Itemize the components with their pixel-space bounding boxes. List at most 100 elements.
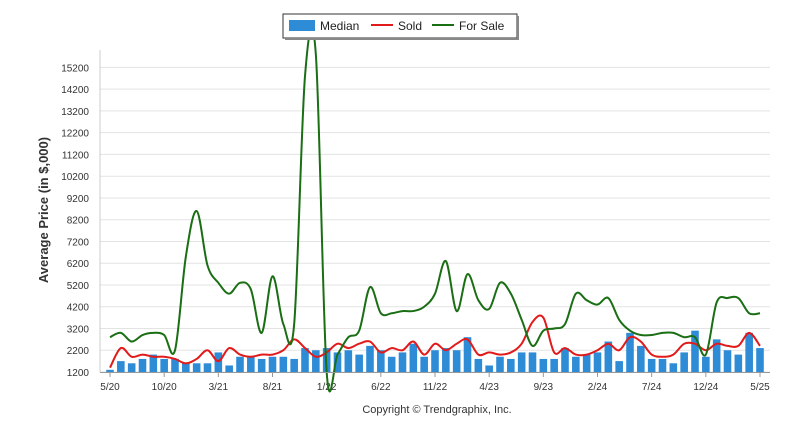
- y-tick-label: 9200: [67, 194, 90, 205]
- median-bar: [604, 341, 613, 372]
- y-tick-label: 8200: [67, 216, 90, 227]
- median-bar: [593, 352, 602, 372]
- median-bar: [182, 363, 190, 372]
- y-tick-label: 1200: [67, 368, 90, 379]
- median-bar: [344, 350, 353, 372]
- median-bar: [680, 352, 688, 372]
- median-bar: [333, 352, 342, 372]
- x-tick-label: 9/23: [534, 382, 554, 393]
- gridlines: [100, 66, 770, 373]
- x-tick-label: 2/24: [588, 382, 608, 393]
- y-tick-label: 6200: [67, 259, 90, 270]
- median-bar: [517, 352, 526, 372]
- median-bar: [171, 358, 179, 372]
- median-bar: [756, 348, 764, 372]
- median-bar: [149, 354, 158, 372]
- median-bar: [582, 354, 591, 372]
- median-bar: [452, 350, 461, 372]
- median-bar: [691, 330, 699, 372]
- median-bar: [279, 356, 288, 372]
- median-bar: [723, 350, 732, 372]
- median-bar: [712, 339, 721, 372]
- sold-series-line: [109, 314, 761, 369]
- median-bar: [117, 361, 125, 372]
- y-tick-label: 12200: [61, 129, 89, 140]
- copyright-text: Copyright © Trendgraphix, Inc.: [362, 404, 511, 416]
- y-tick-label: 5200: [67, 281, 90, 292]
- x-tick-label: 8/21: [263, 382, 283, 393]
- legend-sold-label: Sold: [398, 19, 422, 33]
- median-bar: [431, 350, 439, 372]
- x-tick-label: 3/21: [209, 382, 229, 393]
- median-bar: [138, 358, 147, 372]
- median-bar: [658, 358, 667, 372]
- median-bar: [409, 343, 418, 372]
- x-tick-label: 11/22: [423, 382, 448, 393]
- median-bar: [225, 365, 233, 372]
- median-bar: [474, 358, 483, 372]
- median-bar: [539, 358, 548, 372]
- median-bar: [366, 345, 374, 372]
- median-bar: [647, 358, 656, 372]
- median-bar: [702, 356, 710, 372]
- median-bars: [106, 330, 764, 372]
- y-axis-ticks: 1200 2200 3200 4200 5200 6200 7200 8200 9200 1020…: [61, 63, 89, 379]
- median-bar: [420, 356, 428, 372]
- y-tick-label: 15200: [61, 63, 89, 74]
- y-tick-label: 13200: [61, 107, 89, 118]
- median-bar: [257, 358, 266, 372]
- x-tick-label: 1/22: [317, 382, 337, 393]
- for-sale-series-line: [109, 26, 761, 393]
- median-bar: [127, 363, 136, 372]
- y-tick-label: 2200: [67, 346, 90, 357]
- x-tick-label: 7/24: [642, 382, 662, 393]
- x-tick-label: 5/25: [750, 382, 770, 393]
- x-axis-ticks: 5/20 10/20 3/21 8/21 1/22 6/22 11/22 4/23 9/23 2/…: [100, 372, 770, 393]
- median-bar: [669, 363, 678, 372]
- median-bar: [626, 332, 634, 372]
- median-bar: [507, 358, 515, 372]
- x-tick-label: 12/24: [693, 382, 718, 393]
- median-bar: [734, 354, 743, 372]
- median-bar: [615, 361, 623, 372]
- legend-median-swatch: [289, 20, 315, 31]
- median-bar: [290, 358, 298, 372]
- y-axis-title: Average Price (in $,000): [36, 137, 51, 283]
- legend-median-label: Median: [320, 19, 359, 33]
- median-bar: [637, 345, 645, 372]
- x-tick-label: 6/22: [371, 382, 391, 393]
- y-tick-label: 14200: [61, 85, 89, 96]
- median-bar: [550, 358, 558, 372]
- median-bar: [442, 348, 450, 372]
- median-bar: [214, 352, 223, 372]
- median-bar: [496, 356, 504, 372]
- median-bar: [106, 369, 114, 372]
- y-tick-label: 3200: [67, 324, 90, 335]
- median-bar: [247, 356, 255, 372]
- median-bar: [192, 363, 201, 372]
- median-bar: [463, 337, 472, 372]
- median-bar: [387, 356, 396, 372]
- median-bar: [236, 356, 244, 372]
- median-bar: [355, 354, 363, 372]
- x-tick-label: 10/20: [152, 382, 177, 393]
- x-tick-label: 4/23: [479, 382, 499, 393]
- median-bar: [572, 356, 580, 372]
- y-tick-label: 4200: [67, 303, 90, 314]
- median-bar: [745, 332, 753, 372]
- x-tick-label: 5/20: [100, 382, 120, 393]
- median-bar: [377, 350, 385, 372]
- median-bar: [398, 352, 407, 372]
- median-bar: [528, 352, 537, 372]
- median-bar: [561, 348, 569, 372]
- legend-for-sale-label: For Sale: [459, 19, 505, 33]
- median-bar: [268, 356, 277, 372]
- median-bar: [485, 365, 493, 372]
- median-bar: [312, 350, 320, 372]
- y-tick-label: 10200: [61, 172, 89, 183]
- y-tick-label: 7200: [67, 237, 90, 248]
- median-bar: [160, 358, 168, 372]
- legend: Median Sold For Sale: [282, 13, 519, 40]
- y-tick-label: 11200: [62, 150, 90, 161]
